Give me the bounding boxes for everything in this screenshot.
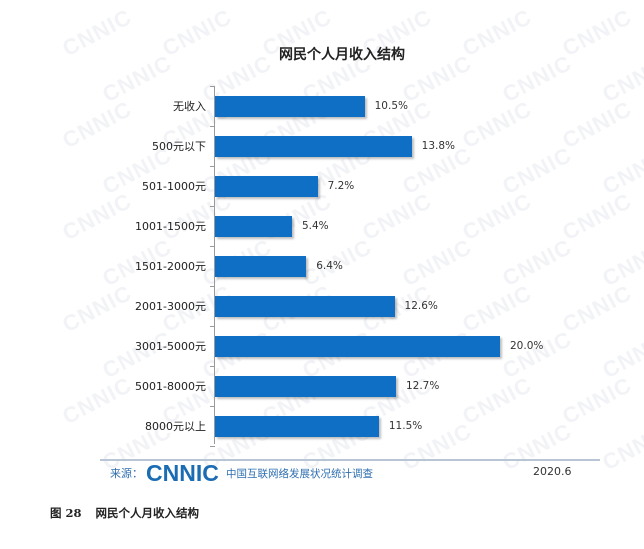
category-label: 501-1000元 (142, 180, 206, 193)
axis-tick (210, 246, 215, 247)
cnnic-logo: CNNIC (146, 460, 219, 486)
y-axis (214, 86, 215, 444)
footer-divider (100, 459, 600, 461)
watermark-text: CNNIC (358, 187, 436, 246)
survey-name: 中国互联网络发展状况统计调查 (226, 468, 373, 480)
watermark-text: CNNIC (558, 187, 636, 246)
bar (215, 416, 379, 437)
watermark-text: CNNIC (458, 187, 536, 246)
watermark-text: CNNIC (558, 371, 636, 430)
report-date: 2020.6 (533, 465, 572, 478)
watermark-text: CNNIC (458, 371, 536, 430)
watermark-text: CNNIC (498, 233, 576, 292)
chart-title: 网民个人月收入结构 (279, 47, 405, 63)
category-label: 3001-5000元 (135, 340, 206, 353)
source-label: 来源： (110, 467, 143, 480)
watermark-text: CNNIC (458, 279, 536, 338)
axis-tick (210, 166, 215, 167)
bar (215, 296, 395, 317)
bar (215, 96, 365, 117)
category-label: 1501-2000元 (135, 260, 206, 273)
figure-number: 图 28 (50, 506, 82, 520)
axis-tick (210, 366, 215, 367)
value-label: 12.6% (404, 300, 438, 312)
axis-tick (210, 446, 215, 447)
figure-caption-text: 网民个人月收入结构 (95, 506, 200, 520)
value-label: 13.8% (421, 140, 455, 152)
bar (215, 136, 412, 157)
bar (215, 376, 396, 397)
watermark-text: CNNIC (598, 417, 644, 476)
figure-caption: 图 28 网民个人月收入结构 (50, 505, 213, 521)
value-label: 11.5% (388, 420, 423, 432)
watermark-text: CNNIC (398, 233, 476, 292)
watermark-text: CNNIC (458, 95, 536, 154)
watermark-text: CNNIC (558, 95, 636, 154)
bar (215, 176, 318, 197)
value-label: 12.7% (405, 380, 440, 392)
axis-tick (210, 86, 215, 87)
category-label: 8000元以上 (145, 420, 206, 433)
watermark-text: CNNIC (558, 279, 636, 338)
category-label: 500元以下 (152, 140, 206, 153)
bar (215, 336, 500, 357)
value-label: 10.5% (374, 100, 408, 112)
value-label: 6.4% (316, 260, 343, 272)
category-label: 无收入 (173, 100, 206, 113)
value-label: 5.4% (301, 220, 329, 232)
value-label: 20.0% (510, 340, 544, 352)
bar (215, 256, 307, 277)
axis-tick (210, 206, 215, 207)
value-label: 7.2% (327, 180, 355, 192)
axis-tick (210, 406, 215, 407)
category-label: 2001-3000元 (135, 300, 206, 313)
category-label: 1001-1500元 (135, 220, 206, 233)
axis-tick (210, 286, 215, 287)
axis-tick (210, 126, 215, 127)
axis-tick (210, 326, 215, 327)
category-label: 5001-8000元 (135, 380, 206, 393)
watermark-text: CNNIC (498, 141, 576, 200)
bar (215, 216, 292, 237)
